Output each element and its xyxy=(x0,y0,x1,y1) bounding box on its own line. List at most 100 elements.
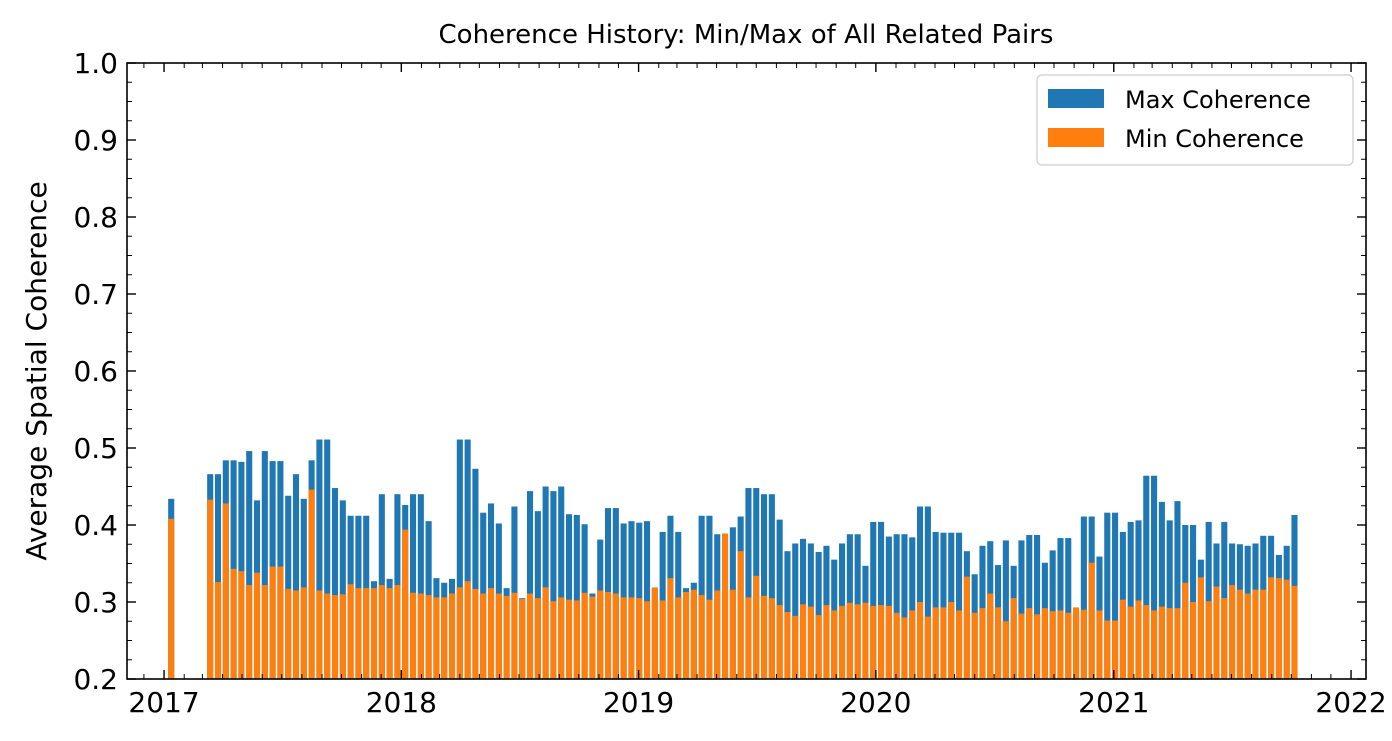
chart-title: Coherence History: Min/Max of All Relate… xyxy=(439,20,1054,50)
max-coherence-bar xyxy=(1002,540,1009,679)
min-coherence-bar xyxy=(909,610,916,679)
min-coherence-bar xyxy=(581,592,588,679)
min-coherence-bar xyxy=(168,518,175,679)
min-coherence-bar xyxy=(1244,593,1251,679)
max-coherence-bar xyxy=(1174,501,1181,679)
min-coherence-bar xyxy=(839,605,846,679)
min-coherence-bar xyxy=(862,602,869,679)
min-coherence-bar xyxy=(644,601,651,679)
min-coherence-bar xyxy=(238,571,245,679)
max-coherence-bar xyxy=(464,439,471,679)
max-coherence-bar xyxy=(316,439,323,679)
min-coherence-bar xyxy=(722,533,729,679)
x-tick-label: 2021 xyxy=(1078,686,1149,719)
min-coherence-bar xyxy=(214,581,222,679)
min-coherence-bar xyxy=(394,585,401,679)
min-coherence-bar xyxy=(558,597,565,679)
min-coherence-bar xyxy=(472,588,479,679)
min-coherence-bar xyxy=(1057,610,1064,679)
min-coherence-bar xyxy=(761,595,768,679)
y-axis-ticks: 0.2 0.3 0.4 0.5 0.6 0.7 0.8 0.9 1.0 xyxy=(73,47,1366,696)
max-coherence-bar xyxy=(558,486,565,679)
y-tick-label: 1.0 xyxy=(73,47,118,80)
min-coherence-bar xyxy=(378,585,385,679)
min-coherence-bar xyxy=(1127,606,1134,679)
min-coherence-bar xyxy=(1151,610,1158,679)
min-coherence-bar xyxy=(441,597,448,679)
max-coherence-bar xyxy=(768,494,775,679)
min-coherence-bar xyxy=(995,607,1002,679)
legend-box xyxy=(1036,74,1354,166)
max-coherence-bar xyxy=(565,514,573,679)
min-coherence-bar xyxy=(339,594,346,679)
min-coherence-bar xyxy=(597,590,604,679)
max-coherence-bar xyxy=(550,491,557,679)
max-coherence-bar xyxy=(456,439,463,679)
legend-swatch-max xyxy=(1048,89,1104,108)
min-coherence-bar xyxy=(1158,606,1165,679)
min-coherence-bar xyxy=(675,597,682,679)
max-coherence-bar xyxy=(878,521,885,679)
min-coherence-bar xyxy=(878,605,885,679)
max-coherence-bar xyxy=(644,521,651,679)
min-coherence-bar xyxy=(425,595,432,679)
max-coherence-bar xyxy=(924,506,931,679)
x-axis-ticks: 2017 2018 2019 2020 2021 2022 xyxy=(128,63,1387,719)
min-coherence-bar xyxy=(1119,599,1126,679)
min-coherence-bar xyxy=(433,597,440,679)
min-coherence-bar xyxy=(542,587,549,679)
min-coherence-bar xyxy=(230,568,237,679)
max-coherence-bar xyxy=(761,494,768,679)
min-coherence-bar xyxy=(971,612,978,679)
min-coherence-bar xyxy=(768,598,775,679)
y-tick-label: 0.6 xyxy=(73,355,118,388)
min-coherence-bar xyxy=(222,503,229,679)
min-coherence-bar xyxy=(800,604,807,679)
min-coherence-bar xyxy=(261,585,268,679)
min-coherence-bar xyxy=(885,605,892,679)
min-coherence-bar xyxy=(784,612,791,679)
min-coherence-bar xyxy=(1205,601,1212,679)
min-coherence-bar xyxy=(987,593,994,679)
min-coherence-bar xyxy=(612,593,619,679)
max-coherence-bar xyxy=(285,495,292,679)
min-coherence-bar xyxy=(1182,582,1189,679)
max-coherence-bar xyxy=(339,500,346,679)
min-coherence-bar xyxy=(480,593,487,679)
min-coherence-bar xyxy=(737,551,744,679)
max-coherence-bar xyxy=(893,534,900,679)
min-coherence-bar xyxy=(901,617,908,679)
min-coherence-bar xyxy=(1088,562,1095,679)
y-tick-label: 0.9 xyxy=(73,124,118,157)
min-coherence-bar xyxy=(1143,605,1150,679)
max-coherence-bar xyxy=(417,494,424,679)
max-coherence-bar xyxy=(526,491,534,679)
max-coherence-bar xyxy=(792,543,799,679)
min-coherence-bar xyxy=(565,599,573,679)
min-coherence-bar xyxy=(1026,608,1033,679)
max-coherence-bar xyxy=(472,468,479,679)
min-coherence-bar xyxy=(1213,586,1220,679)
max-coherence-bar xyxy=(331,488,339,679)
max-coherence-bar xyxy=(1034,535,1041,679)
max-coherence-bar xyxy=(1143,475,1150,679)
min-coherence-bar xyxy=(550,601,557,679)
min-coherence-bar xyxy=(979,608,986,679)
min-coherence-bar xyxy=(1174,608,1181,679)
min-coherence-bar xyxy=(402,529,409,679)
y-tick-label: 0.3 xyxy=(73,586,118,619)
min-coherence-bar xyxy=(807,606,814,679)
min-coherence-bar xyxy=(370,588,378,679)
min-coherence-bar xyxy=(347,584,354,679)
min-coherence-bar xyxy=(316,590,323,679)
min-coherence-bar xyxy=(706,599,713,679)
min-coherence-bar xyxy=(690,589,697,679)
min-coherence-bar xyxy=(1291,585,1298,679)
min-coherence-bar xyxy=(1229,585,1236,679)
min-coherence-bar xyxy=(667,578,674,679)
min-coherence-bar xyxy=(636,598,643,679)
min-coherence-bar xyxy=(534,598,541,679)
min-coherence-bar xyxy=(207,499,214,679)
min-coherence-bar xyxy=(620,597,627,679)
